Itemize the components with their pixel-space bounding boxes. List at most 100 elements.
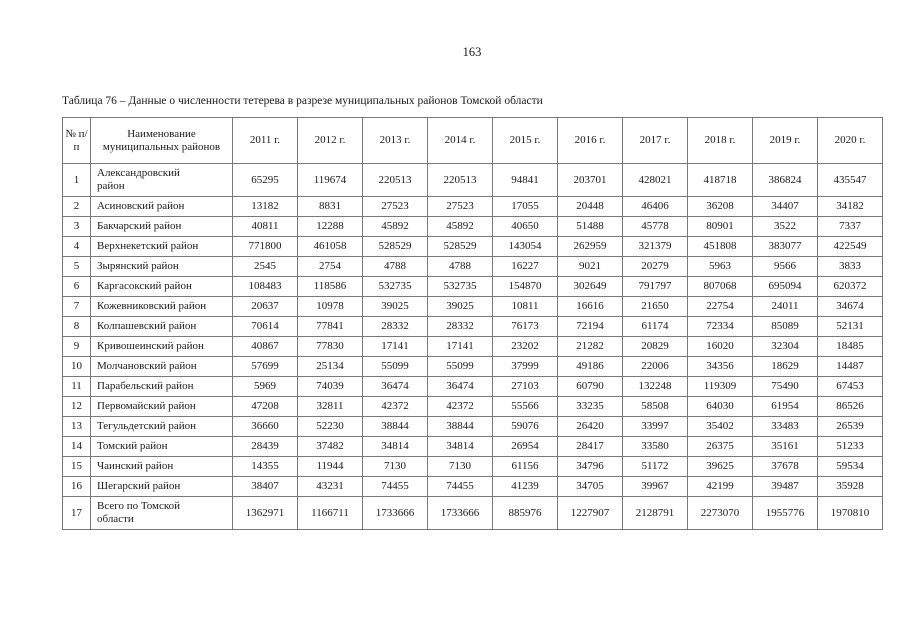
population-value-cell: 55566 xyxy=(492,396,558,417)
column-header: № п/п xyxy=(62,117,91,164)
table-row: 1 Александровский район 65295 119674 220513 2… xyxy=(62,163,883,197)
grouse-population-table: № п/п Наименование муниципальных районов 2… xyxy=(62,117,883,530)
population-value-cell: 64030 xyxy=(687,396,753,417)
population-value-cell: 27103 xyxy=(492,376,558,397)
population-value-cell: 57699 xyxy=(232,356,298,377)
population-value-cell: 220513 xyxy=(362,163,428,197)
population-value-cell: 25134 xyxy=(297,356,363,377)
population-value-cell: 59534 xyxy=(817,456,883,477)
population-value-cell: 13182 xyxy=(232,196,298,217)
table-row: 8 Колпашевский район 70614 77841 28332 28332 7… xyxy=(62,316,883,337)
district-name-cell: Шегарский район xyxy=(90,476,233,497)
population-value-cell: 28332 xyxy=(362,316,428,337)
population-value-cell: 45778 xyxy=(622,216,688,237)
population-value-cell: 40867 xyxy=(232,336,298,357)
population-value-cell: 9021 xyxy=(557,256,623,277)
population-value-cell: 3522 xyxy=(752,216,818,237)
population-value-cell: 40650 xyxy=(492,216,558,237)
population-value-cell: 7130 xyxy=(362,456,428,477)
row-number-cell: 13 xyxy=(62,416,91,437)
population-value-cell: 52131 xyxy=(817,316,883,337)
population-value-cell: 1955776 xyxy=(752,496,818,530)
population-value-cell: 33580 xyxy=(622,436,688,457)
population-value-cell: 75490 xyxy=(752,376,818,397)
population-value-cell: 16227 xyxy=(492,256,558,277)
population-value-cell: 791797 xyxy=(622,276,688,297)
table-row: 12 Первомайский район 47208 32811 42372 42372… xyxy=(62,396,883,417)
population-value-cell: 20829 xyxy=(622,336,688,357)
row-number-cell: 15 xyxy=(62,456,91,477)
population-value-cell: 61156 xyxy=(492,456,558,477)
row-number-cell: 6 xyxy=(62,276,91,297)
population-value-cell: 10811 xyxy=(492,296,558,317)
population-value-cell: 39025 xyxy=(362,296,428,317)
population-value-cell: 51172 xyxy=(622,456,688,477)
population-value-cell: 7337 xyxy=(817,216,883,237)
population-value-cell: 86526 xyxy=(817,396,883,417)
row-number-cell: 3 xyxy=(62,216,91,237)
population-value-cell: 620372 xyxy=(817,276,883,297)
population-value-cell: 59076 xyxy=(492,416,558,437)
population-value-cell: 38844 xyxy=(362,416,428,437)
population-value-cell: 22754 xyxy=(687,296,753,317)
population-value-cell: 461058 xyxy=(297,236,363,257)
population-value-cell: 36474 xyxy=(362,376,428,397)
population-value-cell: 1166711 xyxy=(297,496,363,530)
population-value-cell: 435547 xyxy=(817,163,883,197)
column-header: 2015 г. xyxy=(492,117,558,164)
population-value-cell: 77841 xyxy=(297,316,363,337)
table-row: 3 Бакчарский район 40811 12288 45892 45892 406… xyxy=(62,216,883,237)
population-value-cell: 203701 xyxy=(557,163,623,197)
population-value-cell: 74455 xyxy=(362,476,428,497)
column-header: 2018 г. xyxy=(687,117,753,164)
table-caption: Таблица 76 – Данные о численности тетере… xyxy=(62,95,543,107)
district-name-cell: Парабельский район xyxy=(90,376,233,397)
population-value-cell: 18485 xyxy=(817,336,883,357)
population-value-cell: 428021 xyxy=(622,163,688,197)
population-value-cell: 321379 xyxy=(622,236,688,257)
table-row: 15 Чаинский район 14355 11944 7130 7130 61156 3… xyxy=(62,456,883,477)
table-row: 2 Асиновский район 13182 8831 27523 27523 1705… xyxy=(62,196,883,217)
population-value-cell: 77830 xyxy=(297,336,363,357)
population-value-cell: 17141 xyxy=(362,336,428,357)
population-value-cell: 60790 xyxy=(557,376,623,397)
population-value-cell: 61174 xyxy=(622,316,688,337)
population-value-cell: 807068 xyxy=(687,276,753,297)
population-value-cell: 26375 xyxy=(687,436,753,457)
population-value-cell: 2273070 xyxy=(687,496,753,530)
population-value-cell: 36208 xyxy=(687,196,753,217)
population-value-cell: 5969 xyxy=(232,376,298,397)
population-value-cell: 80901 xyxy=(687,216,753,237)
column-header: 2012 г. xyxy=(297,117,363,164)
district-name-cell: Каргасокский район xyxy=(90,276,233,297)
population-value-cell: 108483 xyxy=(232,276,298,297)
population-value-cell: 528529 xyxy=(427,236,493,257)
population-value-cell: 35161 xyxy=(752,436,818,457)
district-name-cell: Первомайский район xyxy=(90,396,233,417)
population-value-cell: 16616 xyxy=(557,296,623,317)
table-row: 14 Томский район 28439 37482 34814 34814 26954… xyxy=(62,436,883,457)
population-value-cell: 34814 xyxy=(427,436,493,457)
column-header: 2019 г. xyxy=(752,117,818,164)
population-value-cell: 26954 xyxy=(492,436,558,457)
population-value-cell: 1733666 xyxy=(427,496,493,530)
population-value-cell: 118586 xyxy=(297,276,363,297)
population-value-cell: 18629 xyxy=(752,356,818,377)
population-value-cell: 45892 xyxy=(362,216,428,237)
population-value-cell: 7130 xyxy=(427,456,493,477)
population-value-cell: 695094 xyxy=(752,276,818,297)
population-value-cell: 74039 xyxy=(297,376,363,397)
population-value-cell: 70614 xyxy=(232,316,298,337)
population-value-cell: 37999 xyxy=(492,356,558,377)
population-value-cell: 1362971 xyxy=(232,496,298,530)
table-row: 13 Тегульдетский район 36660 52230 38844 3884… xyxy=(62,416,883,437)
population-value-cell: 39487 xyxy=(752,476,818,497)
population-value-cell: 37482 xyxy=(297,436,363,457)
row-number-cell: 11 xyxy=(62,376,91,397)
population-value-cell: 58508 xyxy=(622,396,688,417)
table-body: 1 Александровский район 65295 119674 220513 2… xyxy=(62,163,883,530)
table-row: 6 Каргасокский район 108483 118586 532735 532… xyxy=(62,276,883,297)
population-value-cell: 39625 xyxy=(687,456,753,477)
column-header: Наименование муниципальных районов xyxy=(90,117,233,164)
